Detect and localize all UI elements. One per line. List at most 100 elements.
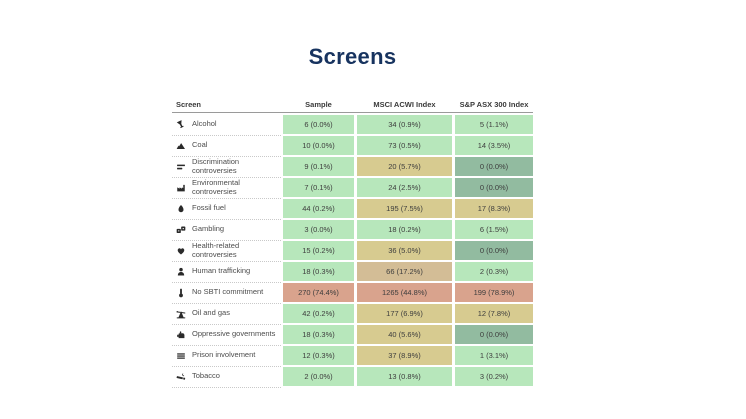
row-separator	[172, 177, 281, 178]
row-separator	[172, 198, 281, 199]
row-label: Fossil fuel	[192, 203, 226, 213]
row-label: No SBTI commitment	[192, 287, 264, 297]
screens-table: Screen Sample MSCI ACWI Index S&P ASX 30…	[172, 94, 533, 388]
row-separator	[172, 324, 281, 325]
value-cell: 2 (0.3%)	[455, 262, 533, 281]
table-row: Oppressive governments 18 (0.3%) 40 (5.6%)…	[172, 325, 533, 346]
value-cell: 13 (0.8%)	[357, 367, 452, 386]
fist-icon	[176, 330, 186, 340]
value-cell: 9 (0.1%)	[283, 157, 354, 176]
table-row: Fossil fuel 44 (0.2%) 195 (7.5%) 17 (8.3%)	[172, 199, 533, 220]
row-label-cell: Health-related controversies	[172, 241, 283, 260]
row-separator	[172, 135, 281, 136]
row-label: Gambling	[192, 224, 225, 234]
person-icon	[176, 267, 186, 277]
row-separator	[172, 387, 281, 388]
flame-icon	[176, 204, 186, 214]
value-cell: 17 (8.3%)	[455, 199, 533, 218]
table-row: Prison involvement 12 (0.3%) 37 (8.9%) 1 (3…	[172, 346, 533, 367]
row-label-cell: Tobacco	[172, 367, 283, 386]
value-cell: 15 (0.2%)	[283, 241, 354, 260]
heart-icon	[176, 246, 186, 256]
value-cell: 270 (74.4%)	[283, 283, 354, 302]
dice-icon	[176, 225, 186, 235]
value-cell: 6 (1.5%)	[455, 220, 533, 239]
table-row: Oil and gas 42 (0.2%) 177 (6.9%) 12 (7.8%)	[172, 304, 533, 325]
value-cell: 0 (0.0%)	[455, 157, 533, 176]
row-label-cell: Environmental controversies	[172, 178, 283, 197]
table-row: Discrimination controversies 9 (0.1%) 20 (…	[172, 157, 533, 178]
value-cell: 12 (0.3%)	[283, 346, 354, 365]
value-cell: 199 (78.9%)	[455, 283, 533, 302]
value-cell: 24 (2.5%)	[357, 178, 452, 197]
table-row: No SBTI commitment 270 (74.4%) 1265 (44.8%…	[172, 283, 533, 304]
row-label: Tobacco	[192, 371, 220, 381]
col-header-screen: Screen	[176, 100, 202, 109]
table-row: Environmental controversies 7 (0.1%) 24 (2…	[172, 178, 533, 199]
row-label-cell: Discrimination controversies	[172, 157, 283, 176]
value-cell: 18 (0.3%)	[283, 325, 354, 344]
value-cell: 34 (0.9%)	[357, 115, 452, 134]
value-cell: 6 (0.0%)	[283, 115, 354, 134]
value-cell: 42 (0.2%)	[283, 304, 354, 323]
row-separator	[172, 156, 281, 157]
row-separator	[172, 282, 281, 283]
unequal-bars-icon	[176, 162, 186, 172]
row-label-cell: Coal	[172, 136, 283, 155]
row-label-cell: Oil and gas	[172, 304, 283, 323]
table-row: Gambling 3 (0.0%) 18 (0.2%) 6 (1.5%)	[172, 220, 533, 241]
row-label-cell: Fossil fuel	[172, 199, 283, 218]
wine-glass-icon	[176, 119, 186, 130]
cigarette-icon	[176, 372, 186, 382]
value-cell: 0 (0.0%)	[455, 178, 533, 197]
row-separator	[172, 219, 281, 220]
factory-icon	[176, 183, 186, 193]
row-label-cell: Alcohol	[172, 115, 283, 134]
value-cell: 40 (5.6%)	[357, 325, 452, 344]
table-row: Human trafficking 18 (0.3%) 66 (17.2%) 2 (0…	[172, 262, 533, 283]
row-label: Coal	[192, 140, 208, 150]
table-row: Health-related controversies 15 (0.2%) 36 …	[172, 241, 533, 262]
value-cell: 18 (0.2%)	[357, 220, 452, 239]
row-separator	[172, 240, 281, 241]
row-label: Environmental controversies	[192, 178, 240, 196]
row-separator	[172, 345, 281, 346]
value-cell: 37 (8.9%)	[357, 346, 452, 365]
value-cell: 20 (5.7%)	[357, 157, 452, 176]
value-cell: 66 (17.2%)	[357, 262, 452, 281]
value-cell: 73 (0.5%)	[357, 136, 452, 155]
row-separator	[172, 261, 281, 262]
value-cell: 36 (5.0%)	[357, 241, 452, 260]
value-cell: 0 (0.0%)	[455, 325, 533, 344]
row-label: Oil and gas	[192, 308, 230, 318]
row-label-cell: Gambling	[172, 220, 283, 239]
col-header-sample: Sample	[305, 100, 332, 109]
table-header: Screen Sample MSCI ACWI Index S&P ASX 30…	[172, 94, 533, 113]
value-cell: 10 (0.0%)	[283, 136, 354, 155]
row-label: Human trafficking	[192, 266, 251, 276]
table-row: Alcohol 6 (0.0%) 34 (0.9%) 5 (1.1%)	[172, 115, 533, 136]
row-label: Prison involvement	[192, 350, 256, 360]
value-cell: 7 (0.1%)	[283, 178, 354, 197]
row-separator	[172, 303, 281, 304]
row-label-cell: Oppressive governments	[172, 325, 283, 344]
col-header-sp-asx-300-index: S&P ASX 300 Index	[459, 100, 529, 109]
value-cell: 14 (3.5%)	[455, 136, 533, 155]
row-label-cell: Prison involvement	[172, 346, 283, 365]
value-cell: 2 (0.0%)	[283, 367, 354, 386]
value-cell: 5 (1.1%)	[455, 115, 533, 134]
table-row: Tobacco 2 (0.0%) 13 (0.8%) 3 (0.2%)	[172, 367, 533, 388]
row-label: Oppressive governments	[192, 329, 276, 339]
row-label-cell: Human trafficking	[172, 262, 283, 281]
value-cell: 18 (0.3%)	[283, 262, 354, 281]
value-cell: 0 (0.0%)	[455, 241, 533, 260]
value-cell: 1 (3.1%)	[455, 346, 533, 365]
value-cell: 195 (7.5%)	[357, 199, 452, 218]
row-label-cell: No SBTI commitment	[172, 283, 283, 302]
thermometer-icon	[176, 288, 186, 298]
table-body: Alcohol 6 (0.0%) 34 (0.9%) 5 (1.1%) Coal 10 (…	[172, 113, 533, 388]
table-row: Coal 10 (0.0%) 73 (0.5%) 14 (3.5%)	[172, 136, 533, 157]
coal-pile-icon	[176, 141, 186, 151]
row-label: Alcohol	[192, 119, 217, 129]
